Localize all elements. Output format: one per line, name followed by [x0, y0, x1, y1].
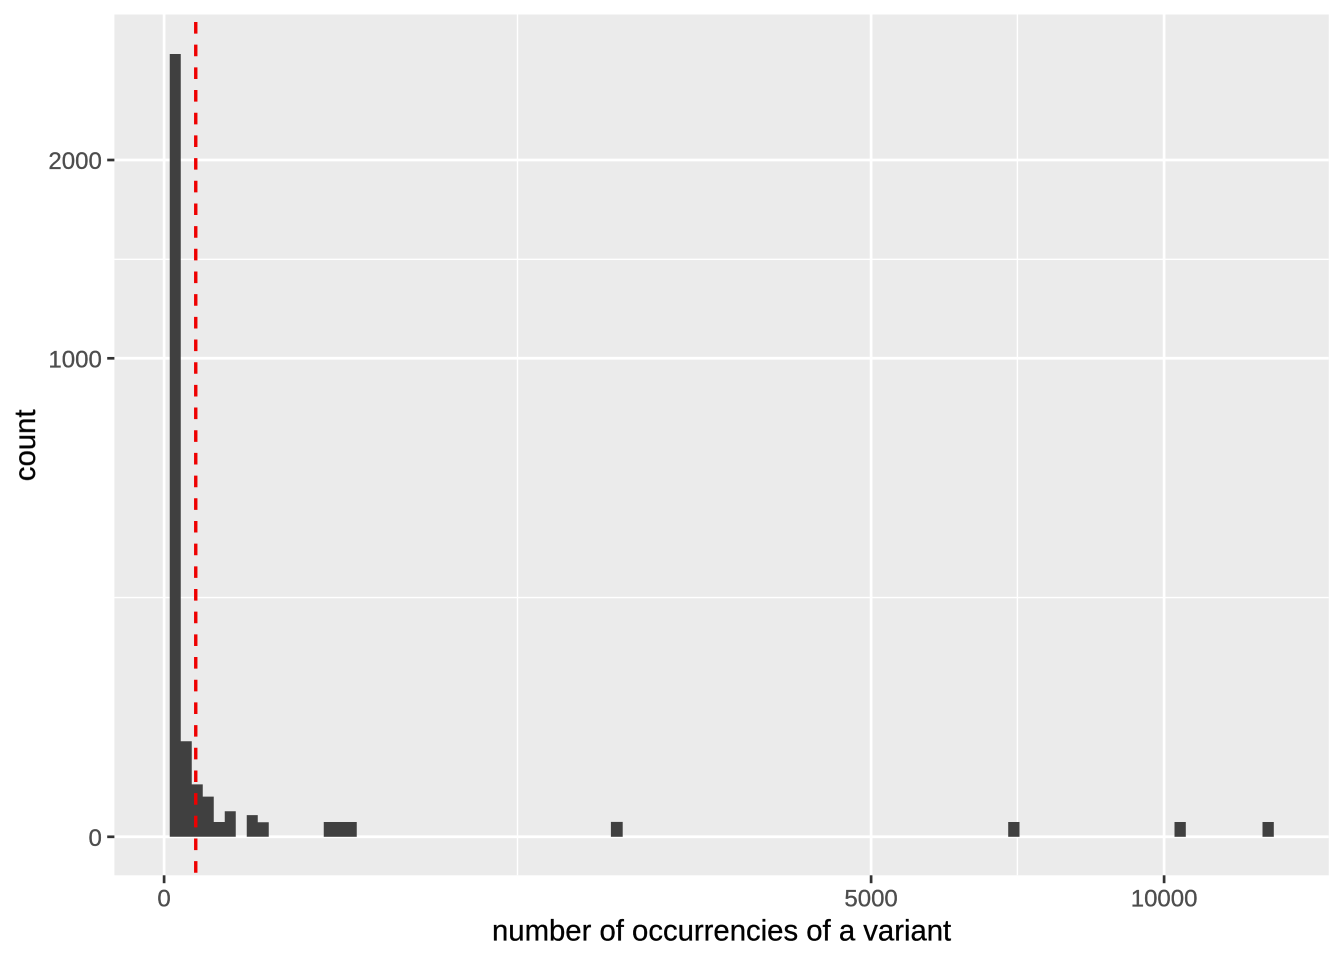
svg-text:0: 0 [88, 825, 101, 852]
svg-text:number of occurrencies of a va: number of occurrencies of a variant [492, 915, 951, 948]
svg-text:10000: 10000 [1131, 886, 1198, 913]
svg-text:count: count [9, 409, 42, 481]
svg-text:1000: 1000 [48, 346, 101, 373]
svg-text:5000: 5000 [844, 886, 897, 913]
svg-text:0: 0 [157, 886, 170, 913]
svg-text:2000: 2000 [48, 148, 101, 175]
